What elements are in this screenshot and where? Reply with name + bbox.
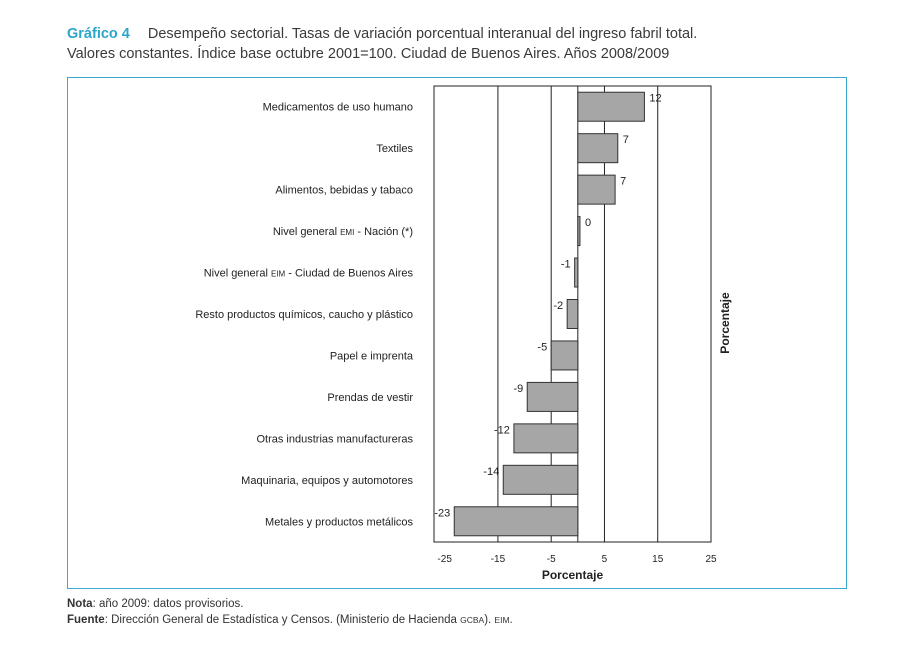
note-line: Nota: año 2009: datos provisorios. [67, 596, 887, 612]
category-label-8: Otras industrias manufactureras [256, 433, 413, 445]
source-line: Fuente: Dirección General de Estadística… [67, 612, 887, 628]
bar-1 [577, 133, 619, 164]
category-label-4: Nivel general EIM - Ciudad de Buenos Air… [204, 268, 414, 280]
bar-10 [453, 506, 579, 537]
bar-2 [577, 174, 616, 205]
category-label-7: Prendas de vestir [327, 392, 413, 404]
right-axis-title: Porcentaje [718, 292, 732, 354]
value-label-5: -2 [553, 300, 563, 312]
x-tick-label-2: -5 [547, 554, 556, 565]
category-label-1: Textiles [376, 143, 413, 155]
x-axis-title: Porcentaje [542, 568, 604, 582]
category-label-9: Maquinaria, equipos y automotores [241, 475, 413, 487]
chart-title: Desempeño sectorial. Tasas de variación … [147, 26, 698, 42]
x-tick-label-4: 15 [652, 554, 664, 565]
chart-frame: 12 Medicamentos de uso humano 7 Textiles 7 Al… [67, 77, 847, 589]
bar-8 [513, 423, 579, 454]
value-label-4: -1 [561, 259, 571, 271]
value-label-1: 7 [623, 134, 629, 146]
category-label-2: Alimentos, bebidas y tabaco [275, 185, 413, 197]
value-label-7: -9 [513, 383, 523, 395]
category-label-5: Resto productos químicos, caucho y plást… [195, 309, 413, 321]
note-text: : año 2009: datos provisorios. [92, 598, 244, 610]
x-tick-label-1: -15 [491, 554, 506, 565]
source-abbr-eim: EIM [494, 615, 510, 625]
bar-4 [574, 257, 579, 288]
bar-6 [550, 340, 579, 371]
value-label-6: -5 [537, 341, 547, 353]
bar-3 [577, 216, 581, 247]
note-label: Nota [67, 598, 93, 610]
value-label-9: -14 [483, 466, 499, 478]
bar-chart: 12 Medicamentos de uso humano 7 Textiles 7 Al… [195, 85, 732, 582]
bar-5 [566, 299, 579, 329]
source-label: Fuente [67, 614, 105, 626]
value-label-3: 0 [585, 217, 591, 229]
chart-notes: Nota: año 2009: datos provisorios. Fuent… [67, 596, 887, 628]
chart-number: Gráfico 4 [67, 26, 130, 42]
x-tick-label-3: 5 [602, 554, 608, 565]
category-label-0: Medicamentos de uso humano [263, 102, 413, 114]
source-text-mid: ). [484, 614, 495, 626]
bar-9 [502, 464, 579, 495]
value-label-10: -23 [434, 507, 450, 519]
category-label-6: Papel e imprenta [330, 350, 414, 362]
bar-0 [577, 91, 645, 122]
bar-7 [526, 381, 579, 412]
source-abbr-gcba: GCBA [460, 615, 485, 625]
chart-title-line1: Gráfico 4 Desempeño sectorial. Tasas de v… [67, 24, 887, 44]
category-label-10: Metales y productos metálicos [265, 516, 413, 528]
category-label-3: Nivel general EMI - Nación (*) [273, 226, 413, 238]
chart-header: Gráfico 4 Desempeño sectorial. Tasas de v… [67, 24, 887, 64]
chart-subtitle: Valores constantes. Índice base octubre … [67, 46, 670, 62]
value-label-0: 12 [649, 93, 661, 105]
x-tick-label-5: 25 [705, 554, 717, 565]
value-label-8: -12 [494, 424, 510, 436]
source-text: : Dirección General de Estadística y Cen… [104, 614, 461, 626]
x-tick-label-0: -25 [437, 554, 452, 565]
value-label-2: 7 [620, 176, 626, 188]
source-text-end: . [509, 614, 513, 626]
